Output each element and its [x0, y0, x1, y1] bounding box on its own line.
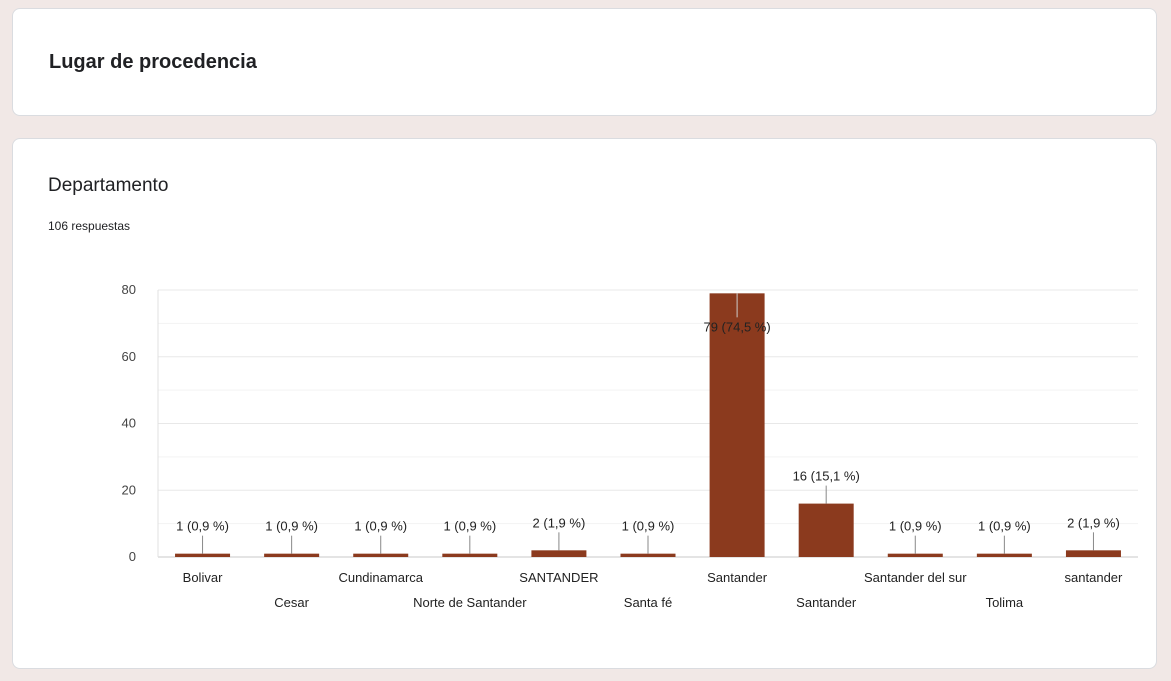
bar: [531, 550, 587, 557]
x-category-label: Santander: [707, 570, 768, 585]
bar: [175, 553, 231, 557]
x-category-label: Norte de Santander: [413, 595, 527, 610]
bar: [620, 553, 676, 557]
data-label: 1 (0,9 %): [889, 519, 942, 534]
response-count: 106 respuestas: [48, 219, 131, 233]
data-label: 2 (1,9 %): [1067, 515, 1120, 530]
x-category-label: SANTANDER: [519, 570, 598, 585]
bar: [976, 553, 1032, 557]
bar: [264, 553, 320, 557]
bar: [798, 503, 854, 557]
section-header-card: Lugar de procedencia: [12, 8, 1157, 116]
question-summary-card: Departamento 106 respuestas: [12, 138, 1157, 669]
bar: [353, 553, 409, 557]
data-label: 79 (74,5 %): [703, 319, 770, 334]
bar: [887, 553, 943, 557]
data-label: 1 (0,9 %): [443, 519, 496, 534]
x-category-label: Cundinamarca: [338, 570, 423, 585]
bar: [1065, 550, 1121, 557]
x-category-label: Santa fé: [624, 595, 672, 610]
y-tick-label: 20: [122, 482, 136, 497]
section-title: Lugar de procedencia: [49, 51, 257, 73]
y-tick-label: 80: [122, 282, 136, 297]
data-label: 1 (0,9 %): [978, 519, 1031, 534]
x-category-label: Cesar: [274, 595, 309, 610]
y-tick-label: 0: [129, 549, 136, 564]
x-category-label: Santander: [796, 595, 857, 610]
data-label: 1 (0,9 %): [176, 519, 229, 534]
data-label: 1 (0,9 %): [265, 519, 318, 534]
x-category-label: santander: [1065, 570, 1123, 585]
x-category-label: Bolivar: [183, 570, 223, 585]
data-label: 1 (0,9 %): [622, 519, 675, 534]
y-tick-label: 40: [122, 416, 136, 431]
x-category-label: Santander del sur: [864, 570, 967, 585]
y-tick-label: 60: [122, 349, 136, 364]
data-label: 2 (1,9 %): [533, 515, 586, 530]
data-label: 16 (15,1 %): [793, 469, 860, 484]
question-title: Departamento: [48, 175, 169, 196]
data-label: 1 (0,9 %): [354, 519, 407, 534]
bar: [442, 553, 498, 557]
x-category-label: Tolima: [986, 595, 1024, 610]
bar: [709, 293, 765, 557]
